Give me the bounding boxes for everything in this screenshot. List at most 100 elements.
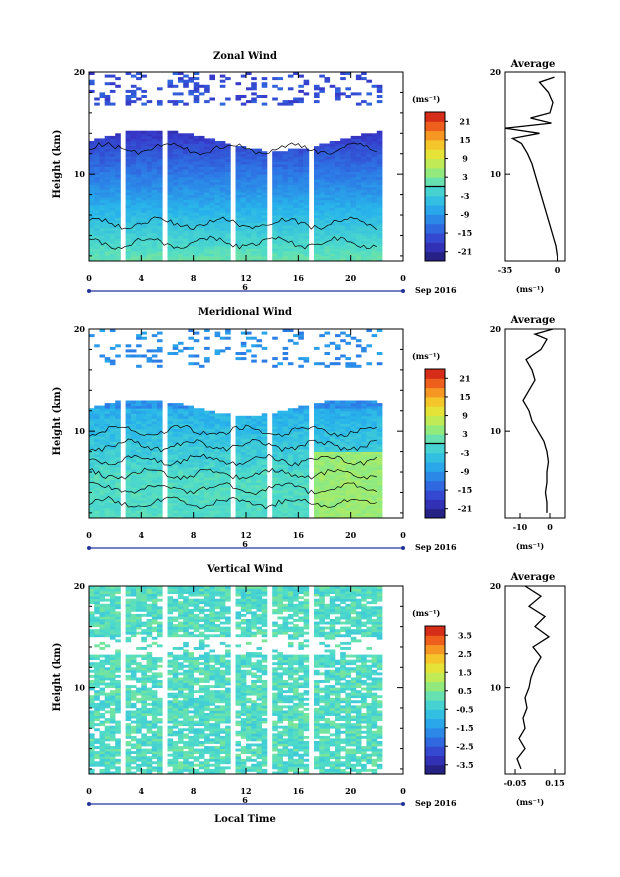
heatmap-cell: [304, 230, 310, 233]
heatmap-cell: [330, 141, 336, 144]
heatmap-cell: [209, 156, 215, 159]
heatmap-cell: [345, 441, 351, 444]
heatmap-cell: [330, 475, 336, 478]
heatmap-cell: [366, 457, 372, 460]
heatmap-cell: [141, 95, 147, 98]
heatmap-cell: [131, 207, 137, 210]
heatmap-cell: [372, 230, 378, 233]
heatmap-cell: [277, 213, 283, 216]
heatmap-cell: [131, 480, 137, 483]
heatmap-cell: [173, 136, 179, 139]
heatmap-cell: [345, 223, 351, 226]
heatmap-cell: [325, 169, 331, 172]
heatmap-cell: [330, 195, 336, 198]
heatmap-cell: [377, 218, 383, 221]
heatmap-cell: [209, 167, 215, 170]
heatmap-cell: [100, 480, 106, 483]
heatmap-cell: [204, 418, 210, 421]
heatmap-cell: [366, 436, 372, 439]
heatmap-cell: [194, 136, 200, 139]
heatmap-cell: [147, 228, 153, 231]
heatmap-cell: [136, 87, 142, 90]
heatmap-cell: [277, 223, 283, 226]
heatmap-cell: [283, 179, 289, 182]
heatmap-cell: [105, 447, 111, 450]
heatmap-cell: [105, 136, 111, 139]
heatmap-cell: [152, 475, 158, 478]
heatmap-cell: [298, 436, 304, 439]
heatmap-cell: [335, 256, 341, 259]
heatmap-cell: [236, 151, 242, 154]
heatmap-cell: [183, 464, 189, 467]
heatmap-cell: [209, 493, 215, 496]
heatmap-cell: [340, 452, 346, 455]
heatmap-cell: [345, 459, 351, 462]
heatmap-cell: [94, 452, 100, 455]
heatmap-cell: [131, 236, 137, 239]
heatmap-cell: [251, 360, 257, 363]
heatmap-cell: [246, 184, 252, 187]
heatmap-cell: [272, 98, 278, 101]
heatmap-cell: [157, 480, 163, 483]
heatmap-cell: [168, 436, 174, 439]
heatmap-cell: [199, 136, 205, 139]
heatmap-cell: [131, 424, 137, 427]
heatmap-cell: [100, 195, 106, 198]
heatmap-cell: [126, 241, 132, 244]
heatmap-cell: [272, 452, 278, 455]
heatmap-cell: [199, 190, 205, 193]
heatmap-cell: [361, 508, 367, 511]
heatmap-cell: [361, 218, 367, 221]
heatmap-cell: [293, 342, 299, 345]
heatmap-cell: [209, 75, 215, 78]
heatmap-cell: [257, 256, 263, 259]
heatmap-cell: [251, 202, 257, 205]
heatmap-cell: [277, 169, 283, 172]
heatmap-cell: [147, 508, 153, 511]
heatmap-cell: [168, 457, 174, 460]
heatmap-cell: [356, 161, 362, 164]
heatmap-cell: [283, 174, 289, 177]
heatmap-cell: [277, 413, 283, 416]
heatmap-cell: [304, 251, 310, 254]
heatmap-cell: [168, 161, 174, 164]
heatmap-cell: [110, 218, 116, 221]
heatmap-cell: [288, 256, 294, 259]
heatmap-cell: [241, 485, 247, 488]
heatmap-cell: [110, 236, 116, 239]
heatmap-cell: [136, 131, 142, 134]
heatmap-cell: [330, 408, 336, 411]
heatmap-cell: [131, 95, 137, 98]
heatmap-cell: [262, 424, 268, 427]
heatmap-cell: [257, 190, 263, 193]
heatmap-cell: [178, 200, 184, 203]
heatmap-cell: [251, 487, 257, 490]
day-axis-end: [401, 289, 405, 293]
heatmap-cell: [94, 413, 100, 416]
heatmap-cell: [288, 441, 294, 444]
heatmap-cell: [246, 190, 252, 193]
heatmap-cell: [351, 190, 357, 193]
heatmap-cell: [183, 418, 189, 421]
heatmap-cell: [110, 82, 116, 85]
heatmap-cell: [377, 179, 383, 182]
heatmap-cell: [183, 256, 189, 259]
heatmap-cell: [277, 424, 283, 427]
heatmap-cell: [178, 184, 184, 187]
heatmap-cell: [325, 459, 331, 462]
heatmap-cell: [293, 251, 299, 254]
heatmap-cell: [199, 146, 205, 149]
heatmap-cell: [345, 95, 351, 98]
heatmap-cell: [335, 228, 341, 231]
heatmap-cell: [351, 230, 357, 233]
heatmap-cell: [188, 190, 194, 193]
heatmap-cell: [126, 141, 132, 144]
heatmap-cell: [236, 418, 242, 421]
heatmap-cell: [372, 218, 378, 221]
heatmap-cell: [100, 179, 106, 182]
heatmap-cell: [194, 436, 200, 439]
heatmap-cell: [105, 452, 111, 455]
heatmap-cell: [220, 464, 226, 467]
heatmap-cell: [277, 513, 283, 516]
heatmap-cell: [257, 480, 263, 483]
